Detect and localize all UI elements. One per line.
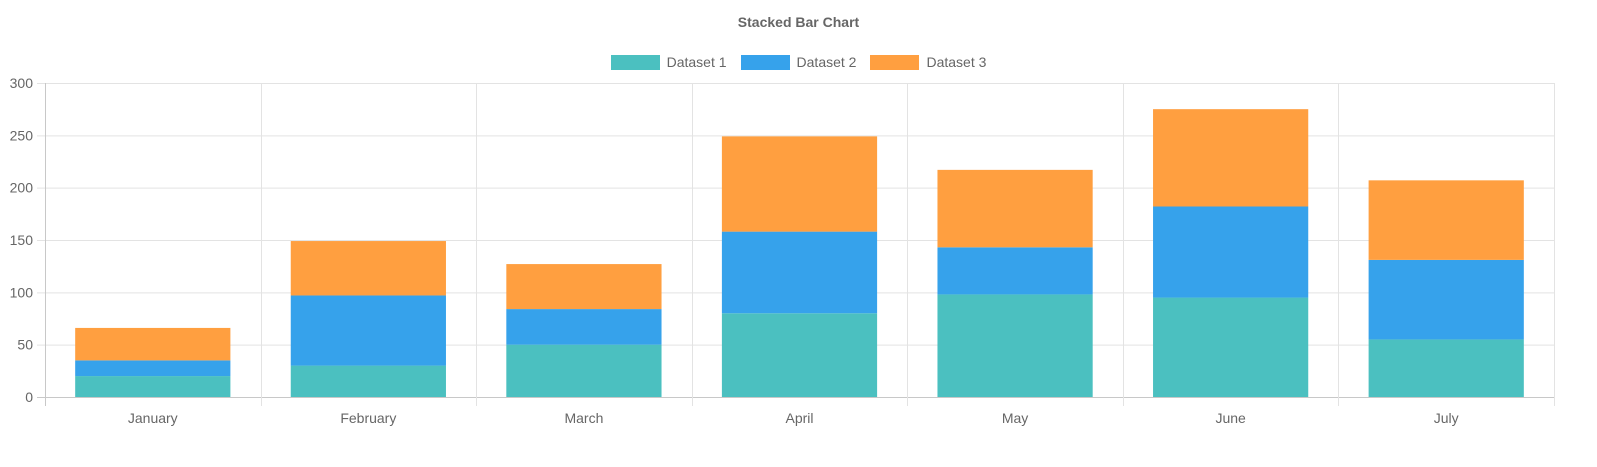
legend-item-dataset-3[interactable]: Dataset 3 [870, 54, 986, 70]
bar-segment-1 [1153, 297, 1309, 397]
bar-segment-3 [937, 169, 1093, 248]
legend-swatch-dataset-2 [740, 54, 790, 70]
bar-segment-2 [290, 295, 446, 366]
y-tick-label: 150 [10, 232, 34, 248]
bar-segment-1 [937, 294, 1093, 397]
bar-segment-2 [1368, 259, 1524, 340]
legend-item-dataset-1[interactable]: Dataset 1 [610, 54, 727, 70]
x-tick-label: July [1434, 410, 1459, 426]
bar-segment-2 [75, 360, 231, 377]
x-tick-label: May [1002, 410, 1028, 426]
legend-label-dataset-3: Dataset 3 [926, 54, 987, 70]
y-tick-label: 50 [17, 337, 33, 353]
x-tick-label: February [340, 410, 396, 426]
bar-segment-3 [1153, 109, 1309, 207]
bar-segment-3 [290, 241, 446, 296]
legend-label-dataset-2: Dataset 2 [796, 54, 857, 70]
y-tick-label: 0 [25, 389, 33, 405]
bar-segment-1 [75, 376, 231, 397]
bar-segment-3 [721, 136, 878, 232]
bar-segment-2 [937, 247, 1093, 295]
legend: Dataset 1 Dataset 2 Dataset 3 [0, 54, 1597, 70]
y-tick-label: 100 [10, 284, 34, 300]
bar-segment-2 [506, 309, 662, 345]
bar-segment-1 [721, 313, 878, 397]
x-tick-label: January [128, 410, 178, 426]
bar-segment-3 [75, 327, 231, 361]
legend-item-dataset-2[interactable]: Dataset 2 [740, 54, 857, 70]
bar-segment-1 [290, 365, 446, 397]
bar-segment-2 [1153, 206, 1309, 298]
bar-segment-3 [506, 264, 662, 310]
bar-segment-2 [721, 231, 878, 314]
legend-swatch-dataset-1 [610, 54, 660, 70]
chart-title: Stacked Bar Chart [737, 14, 860, 30]
legend-label-dataset-1: Dataset 1 [666, 54, 727, 70]
x-tick-label: April [785, 410, 813, 426]
x-tick-label: March [564, 410, 603, 426]
bar-segment-1 [506, 344, 662, 397]
x-tick-label: June [1215, 410, 1246, 426]
bar-segment-3 [1368, 180, 1524, 260]
y-tick-label: 200 [10, 180, 34, 196]
bar-segment-1 [1368, 339, 1524, 397]
y-tick-label: 300 [10, 75, 34, 91]
y-tick-label: 250 [10, 127, 34, 143]
legend-swatch-dataset-3 [870, 54, 920, 70]
